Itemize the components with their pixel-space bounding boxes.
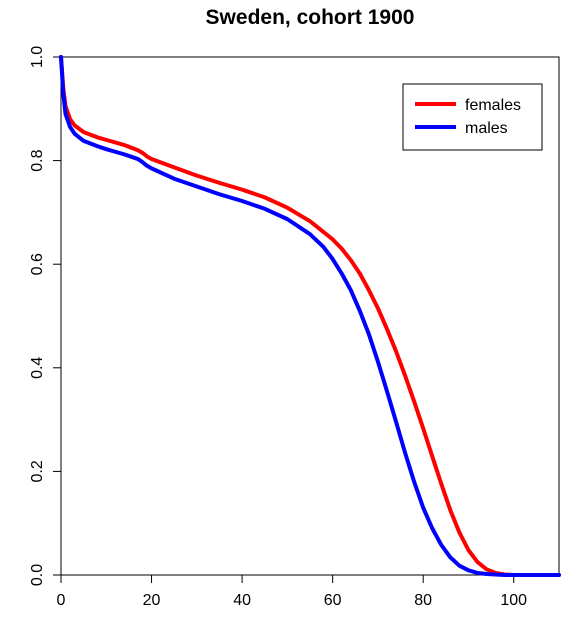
y-tick-label: 0.8 xyxy=(29,149,46,171)
legend-label-females: females xyxy=(465,97,521,114)
x-tick-label: 80 xyxy=(414,592,432,609)
legend-label-males: males xyxy=(465,120,508,137)
y-axis: 0.0 0.2 0.4 0.6 0.8 1.0 xyxy=(29,46,61,586)
series-line-females xyxy=(59,55,561,577)
plot-frame xyxy=(60,56,560,576)
x-tick-label: 40 xyxy=(233,592,251,609)
x-tick-label: 100 xyxy=(500,592,527,609)
chart-title: Sweden, cohort 1900 xyxy=(206,6,415,29)
legend: females males xyxy=(402,83,543,151)
y-tick-label: 0.0 xyxy=(29,564,46,586)
legend-box xyxy=(402,83,543,151)
x-axis: 0 20 40 60 80 100 xyxy=(57,575,527,609)
series-layer xyxy=(59,55,561,577)
x-tick-label: 20 xyxy=(143,592,161,609)
y-tick-label: 0.6 xyxy=(29,253,46,275)
x-tick-label: 60 xyxy=(324,592,342,609)
y-tick-label: 0.4 xyxy=(29,357,46,379)
x-tick-label: 0 xyxy=(57,592,66,609)
y-tick-label: 1.0 xyxy=(29,46,46,68)
series-line-males xyxy=(59,55,561,577)
y-tick-label: 0.2 xyxy=(29,460,46,482)
